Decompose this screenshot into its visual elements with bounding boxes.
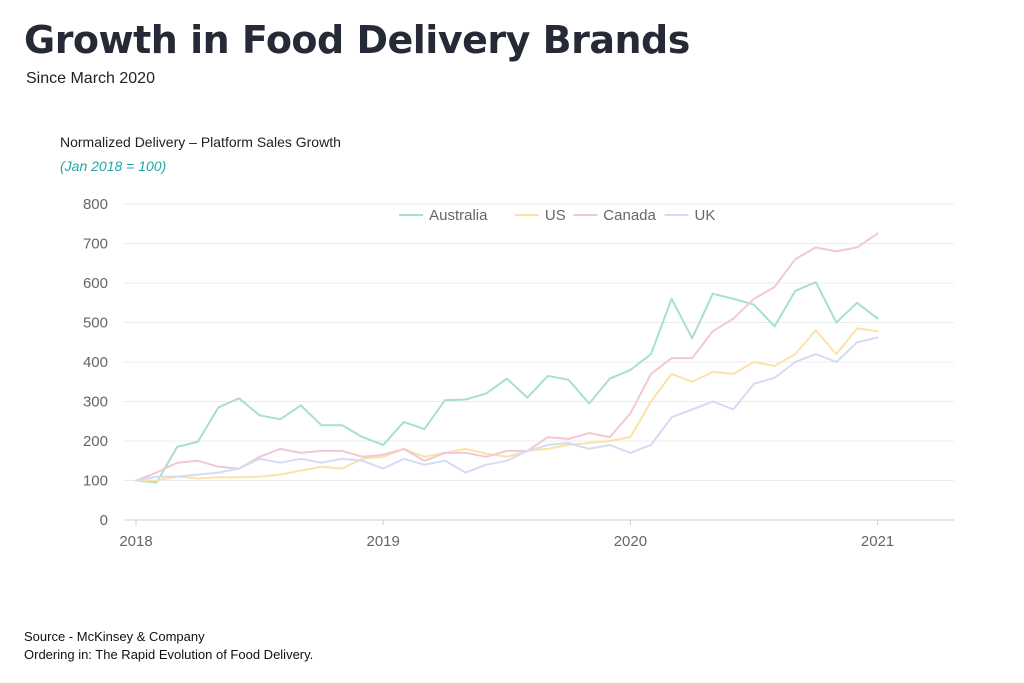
y-tick-label: 100 — [83, 473, 108, 490]
chart-series — [135, 232, 879, 484]
y-tick-label: 400 — [83, 354, 108, 371]
y-tick-label: 200 — [83, 433, 108, 450]
y-tick-label: 0 — [100, 512, 108, 529]
x-tick-label: 2019 — [367, 533, 400, 550]
x-axis: 2018 2019 2020 2021 — [119, 520, 894, 550]
y-tick-label: 500 — [83, 315, 108, 332]
x-tick-label: 2018 — [119, 533, 152, 550]
page-subtitle: Since March 2020 — [26, 70, 155, 87]
series-line-us — [135, 327, 879, 482]
source-line: Source - McKinsey & Company — [24, 629, 205, 644]
source-reference: Ordering in: The Rapid Evolution of Food… — [24, 647, 314, 662]
series-line-australia — [135, 281, 879, 484]
y-axis: 0 100 200 300 400 500 600 700 800 — [83, 196, 108, 529]
y-tick-label: 600 — [83, 275, 108, 292]
page-title: Growth in Food Delivery Brands — [24, 18, 690, 62]
y-tick-label: 300 — [83, 394, 108, 411]
chart-legend: Australia US Canada UK — [399, 207, 715, 224]
source-note: Source - McKinsey & Company Ordering in:… — [24, 628, 313, 664]
chart-subtitle: (Jan 2018 = 100) — [60, 158, 167, 174]
legend-label: UK — [695, 207, 716, 224]
legend-label: Canada — [603, 207, 656, 224]
chart-title: Normalized Delivery – Platform Sales Gro… — [60, 134, 341, 150]
series-line-uk — [135, 336, 879, 482]
legend-label: Australia — [429, 207, 488, 224]
y-tick-label: 800 — [83, 196, 108, 213]
legend-label: US — [545, 207, 566, 224]
chart-grid — [124, 203, 954, 521]
x-tick-label: 2021 — [861, 533, 894, 550]
series-line-canada — [135, 232, 879, 482]
x-tick-label: 2020 — [614, 533, 647, 550]
y-tick-label: 700 — [83, 236, 108, 253]
